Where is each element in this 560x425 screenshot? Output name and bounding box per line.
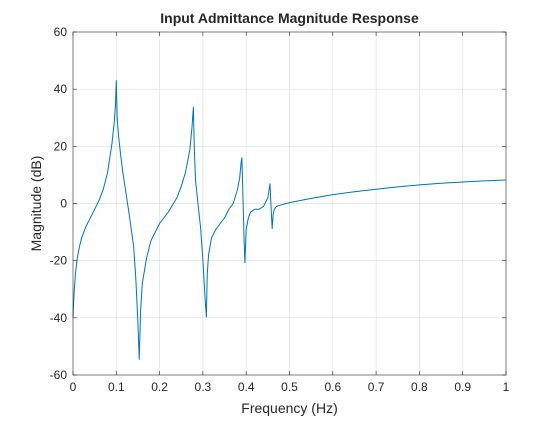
x-tick-label: 0.4 — [238, 380, 255, 394]
y-tick-label: -60 — [50, 368, 68, 382]
data-layer — [72, 80, 507, 360]
x-tick-label: 0.7 — [368, 380, 385, 394]
x-tick-label: 0.5 — [281, 380, 298, 394]
x-axis-label: Frequency (Hz) — [241, 400, 337, 416]
y-tick-label: 0 — [60, 197, 67, 211]
y-tick-label: 60 — [54, 25, 68, 39]
grid — [73, 32, 506, 375]
ticks: 0 0.1 0.2 0.3 0.4 0.5 0.6 0.7 0.8 0.9 1 -60 -40 -20 0 2… — [50, 25, 510, 394]
x-tick-label: 0.9 — [454, 380, 471, 394]
y-axis-label: Magnitude (dB) — [28, 156, 44, 252]
x-tick-label: 0.8 — [411, 380, 428, 394]
magnitude-series-line — [72, 80, 507, 360]
x-tick-label: 1 — [503, 380, 510, 394]
y-tick-label: 20 — [54, 139, 68, 153]
x-tick-label: 0.6 — [324, 380, 341, 394]
y-tick-label: -40 — [50, 311, 68, 325]
y-tick-label: -20 — [50, 254, 68, 268]
x-tick-label: 0.1 — [108, 380, 125, 394]
x-tick-label: 0.2 — [151, 380, 168, 394]
y-tick-label: 40 — [54, 82, 68, 96]
x-tick-label: 0.3 — [195, 380, 212, 394]
x-tick-label: 0 — [70, 380, 77, 394]
chart-title: Input Admittance Magnitude Response — [160, 10, 419, 26]
